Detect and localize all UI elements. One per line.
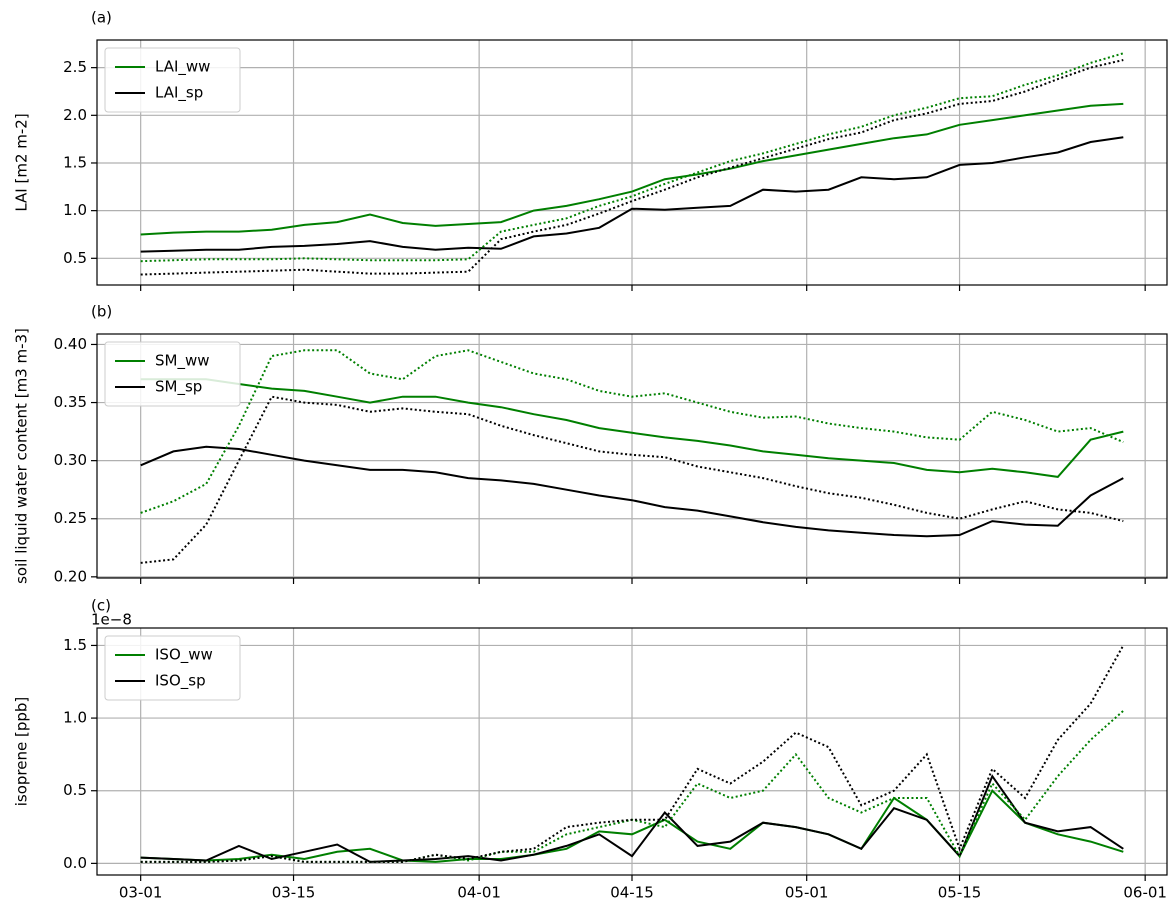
y-tick-label: 0.25 [54,509,87,527]
series-line [140,102,1124,236]
y-tick-label: 0.0 [63,854,87,872]
y-tick-label: 0.35 [54,393,87,411]
y-tick-label: 0.5 [63,249,87,267]
plot-frame [96,39,1168,286]
series-line [140,136,1124,253]
legend-box [104,341,241,407]
legend-label: ISO_ww [155,646,213,665]
y-tick-label: 0.30 [54,451,87,469]
x-tick-label: 05-01 [785,884,829,902]
x-tick-label: 04-01 [457,884,501,902]
x-tick-label: 03-15 [272,884,316,902]
legend-label: ISO_sp [155,672,206,691]
y-axis-label: soil liquid water content [m3 m-3] [13,328,31,584]
y-tick-label: 0.20 [54,567,87,585]
legend-box [104,635,241,701]
series-line [140,395,1124,564]
x-tick-label: 04-15 [610,884,654,902]
plot-frame [96,627,1168,876]
y-tick-label: 1.0 [63,201,87,219]
legend-label: SM_ww [155,352,210,371]
series-line [140,445,1124,538]
y-tick-label: 1.0 [63,709,87,727]
y-tick-label: 1.5 [63,636,87,654]
series-line [140,59,1124,276]
x-tick-label: 03-01 [119,884,163,902]
series-line [140,52,1124,263]
x-tick-label: 06-01 [1123,884,1167,902]
panel-title: (a) [91,9,112,27]
series-line [140,644,1125,863]
y-tick-label: 1.5 [63,153,87,171]
legend-label: LAI_ww [155,58,210,77]
panel-title: (b) [91,303,112,321]
y-tick-label: 0.40 [54,335,87,353]
legend-label: SM_sp [155,378,202,397]
y-axis-label: isoprene [ppb] [13,697,31,807]
legend-box [104,47,241,113]
y-tick-label: 2.5 [63,58,87,76]
panel-title: (c) [91,597,111,615]
series-line [140,378,1124,478]
legend-label: LAI_sp [155,84,203,103]
x-tick-label: 05-15 [938,884,982,902]
plot-frame [96,333,1168,579]
y-tick-label: 2.0 [63,106,87,124]
y-tick-label: 0.5 [63,781,87,799]
series-line [140,349,1124,514]
y-axis-label: LAI [m2 m-2] [13,113,31,211]
offset-text: 1e−8 [91,611,132,629]
